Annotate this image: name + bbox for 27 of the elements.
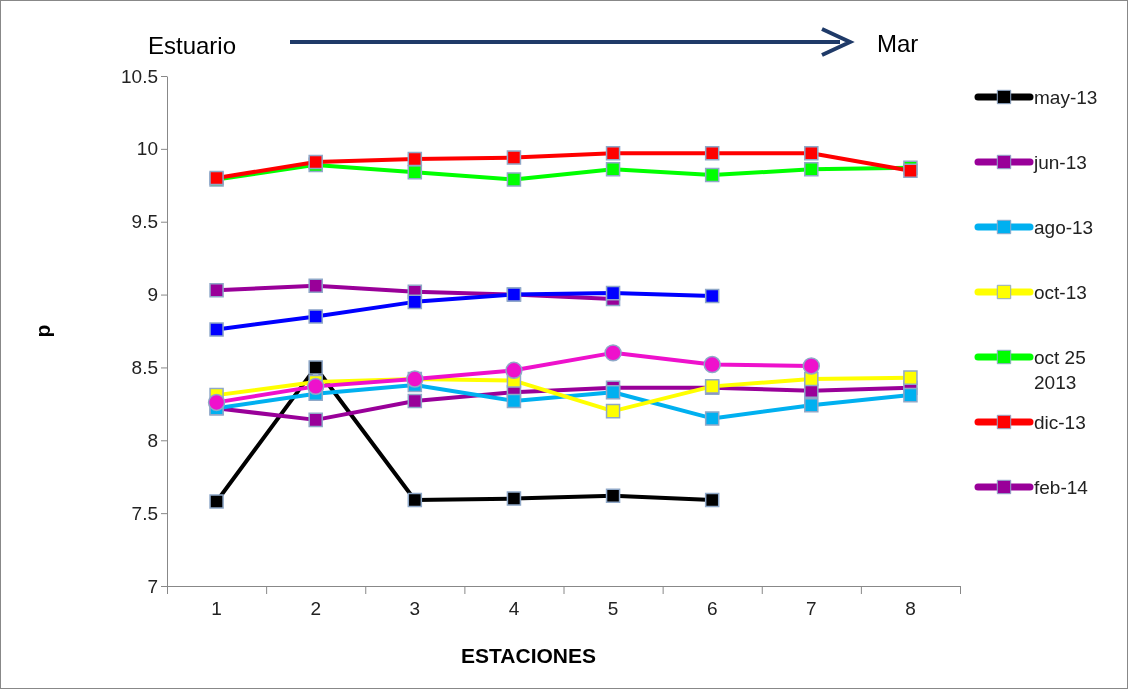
y-tick-label: 10.5 — [121, 65, 158, 87]
x-tick-label: 8 — [905, 598, 916, 619]
y-tick-label: 9.5 — [131, 211, 158, 233]
legend-label: oct 25 2013 — [1034, 347, 1086, 393]
y-tick-label: 7.5 — [131, 502, 158, 524]
x-tick-label: 2 — [310, 598, 321, 619]
x-tick-label: 3 — [409, 598, 421, 619]
text: Mar — [877, 30, 919, 57]
legend-label: feb-14 — [1034, 477, 1089, 498]
x-tick-label: 1 — [211, 598, 222, 619]
y-tick-label: 9 — [147, 284, 158, 306]
y-tick-label: 8 — [147, 429, 158, 451]
x-tick-label: 5 — [607, 598, 619, 619]
text: Estuario — [148, 32, 237, 59]
legend-label: dic-13 — [1034, 412, 1086, 433]
legend-label: jun-13 — [1033, 152, 1087, 173]
y-axis-title: p — [31, 324, 54, 338]
legend-label: ago-13 — [1034, 217, 1094, 238]
x-tick-label: 6 — [706, 598, 718, 619]
legend-label: may-13 — [1034, 87, 1098, 108]
legend-label: oct-13 — [1034, 282, 1087, 303]
y-tick-label: 7 — [147, 575, 158, 597]
y-tick-label: 10 — [136, 138, 158, 160]
y-tick-label: 8.5 — [131, 357, 158, 379]
x-axis-title: ESTACIONES — [461, 644, 596, 667]
x-tick-label: 7 — [806, 598, 817, 619]
x-tick-label: 4 — [508, 598, 520, 619]
